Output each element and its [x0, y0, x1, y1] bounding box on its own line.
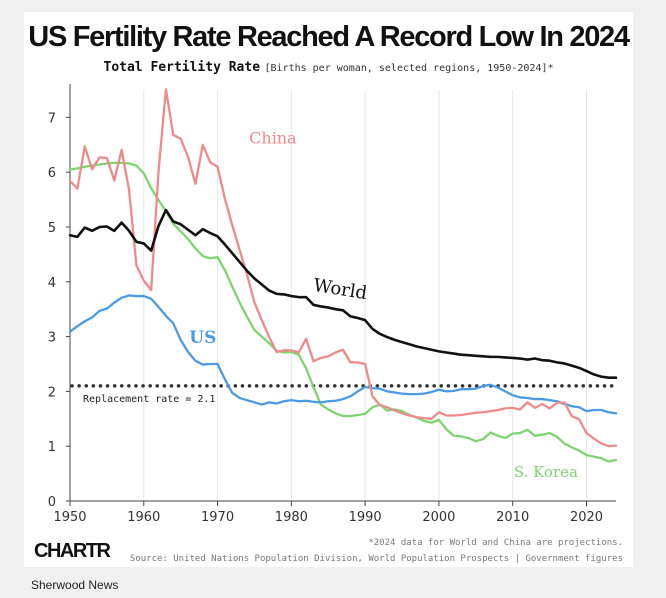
y-tick-label-2: 2: [48, 385, 56, 400]
publisher-name: Sherwood News: [31, 578, 119, 592]
x-tick-label-1990: 1990: [349, 510, 382, 525]
y-tick-label-3: 3: [48, 331, 56, 346]
chart-subtitle: Total Fertility Rate [Births per woman, …: [24, 58, 633, 76]
chart-title: US Fertility Rate Reached A Record Low I…: [28, 21, 630, 53]
x-tick-label-1980: 1980: [275, 510, 308, 525]
projection-footnote: *2024 data for World and China are proje…: [368, 538, 623, 548]
series-label-us: US: [189, 328, 216, 348]
y-tick-label-7: 7: [48, 111, 56, 126]
series-label-china: China: [249, 129, 297, 148]
x-tick-label-2020: 2020: [570, 510, 603, 525]
subtitle-note: [Births per woman, selected regions, 195…: [264, 63, 554, 74]
x-tick-label-1950: 1950: [53, 510, 86, 525]
y-tick-label-1: 1: [48, 440, 56, 455]
subtitle-main: Total Fertility Rate: [103, 60, 261, 75]
series-line-us: [68, 294, 618, 415]
x-tick-label-1970: 1970: [201, 510, 234, 525]
series-line-china: [68, 88, 618, 448]
chartr-logo: CHARTR: [34, 540, 111, 562]
x-tick-label-2010: 2010: [496, 510, 529, 525]
x-tick-label-1960: 1960: [127, 510, 160, 525]
x-tick-label-2000: 2000: [422, 510, 455, 525]
line-chart: 0 1 2 3 4 5 6 7 1950 1960 1970 1980 1990 2000 2010 2020…: [48, 84, 618, 525]
y-tick-label-4: 4: [48, 276, 56, 291]
y-tick-label-0: 0: [48, 495, 56, 510]
replacement-rate-label: Replacement rate = 2.1: [83, 394, 215, 405]
source-note: Source: United Nations Population Divisi…: [129, 554, 623, 564]
series-label-world: World: [312, 275, 369, 304]
chart-card: US Fertility Rate Reached A Record Low I…: [24, 12, 633, 567]
series-line-world: [68, 208, 618, 379]
series-line-s-korea: [68, 161, 618, 463]
series-label-s-korea: S. Korea: [514, 463, 578, 481]
y-tick-label-5: 5: [48, 221, 56, 236]
y-tick-label-6: 6: [48, 166, 56, 181]
